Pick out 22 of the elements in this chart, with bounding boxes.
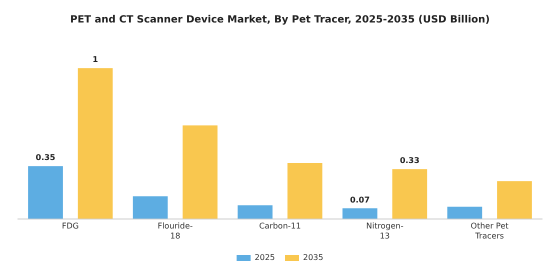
x-tick-label: FDG: [62, 222, 79, 231]
bar: [497, 181, 532, 219]
data-label: 0.07: [350, 195, 370, 204]
legend-label: 2035: [303, 253, 324, 262]
x-tick-label: Nitrogen-13: [366, 222, 404, 240]
bar: [132, 196, 168, 219]
data-label: 1: [92, 55, 98, 64]
x-tick-label: Carbon-11: [259, 222, 301, 231]
x-tick-label: Flouride-18: [158, 222, 193, 240]
bar: [238, 205, 273, 219]
bar: [28, 166, 63, 219]
bar: [447, 206, 482, 219]
x-tick-label: Other Pet Tracers: [470, 222, 509, 240]
bar: [287, 163, 322, 219]
legend-label: 2025: [254, 253, 275, 262]
bar: [182, 125, 218, 219]
bar: [392, 169, 428, 219]
chart-title: PET and CT Scanner Device Market, By Pet Tracer, 2025-2035 (USD Billion): [70, 14, 490, 26]
data-label: 0.33: [400, 156, 420, 166]
bar: [78, 68, 113, 219]
data-label: 0.35: [36, 153, 56, 162]
bar: [342, 208, 378, 219]
